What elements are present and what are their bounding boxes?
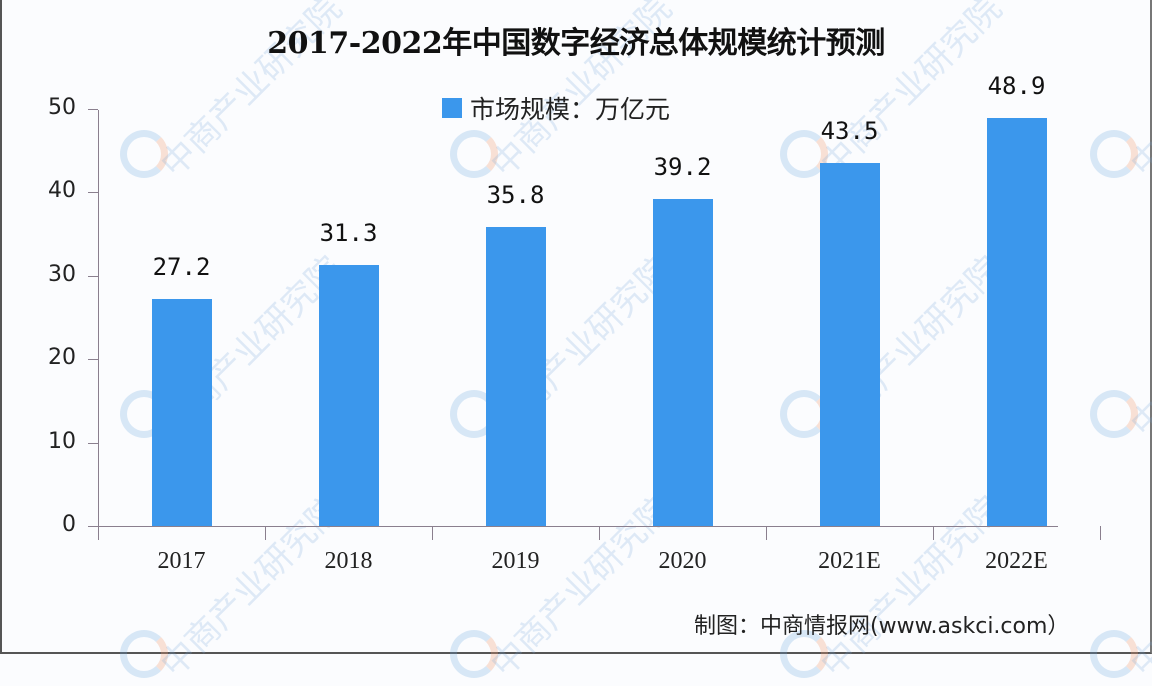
x-tick — [265, 526, 266, 540]
y-axis — [98, 110, 99, 540]
chart-title: 2017-2022年中国数字经济总体规模统计预测 — [267, 26, 885, 61]
y-tick-label: 20 — [48, 345, 76, 371]
legend-label: 市场规模：万亿元 — [470, 95, 671, 124]
source-note: 制图：中商情报网(www.askci.com） — [694, 614, 1070, 639]
x-tick — [98, 526, 99, 540]
bar-value-label: 31.3 — [319, 218, 378, 247]
bar-value-label: 48.9 — [987, 72, 1046, 101]
bar-2021E — [819, 163, 880, 526]
bar-2022E — [986, 118, 1047, 526]
chart-frame — [0, 0, 1152, 654]
y-tick — [88, 275, 98, 277]
x-tick-label: 2017 — [157, 548, 206, 574]
y-tick-label: 0 — [62, 512, 76, 537]
x-axis — [98, 526, 1058, 527]
y-tick — [88, 442, 98, 444]
x-tick-label: 2020 — [658, 548, 707, 574]
y-tick — [88, 526, 98, 527]
y-tick — [88, 109, 98, 110]
y-tick — [88, 359, 98, 361]
legend-swatch-icon — [442, 98, 462, 118]
x-tick-label: 2018 — [324, 548, 373, 574]
bar-value-label: 43.5 — [820, 117, 879, 146]
bar-value-label: 27.2 — [152, 253, 211, 282]
x-tick — [599, 526, 600, 540]
x-tick-label: 2022E — [985, 548, 1048, 574]
bar-2020 — [652, 199, 713, 526]
x-tick — [1100, 526, 1101, 540]
bar-value-label: 39.2 — [653, 153, 712, 182]
x-tick — [933, 526, 934, 540]
bar-value-label: 35.8 — [486, 181, 545, 210]
y-tick-label: 40 — [48, 178, 76, 204]
y-tick-label: 10 — [48, 428, 76, 454]
y-tick — [88, 192, 98, 194]
x-tick — [432, 526, 433, 540]
y-tick-label: 50 — [48, 95, 76, 120]
x-tick — [766, 526, 767, 540]
x-tick-label: 2019 — [491, 548, 540, 574]
legend: 市场规模：万亿元 — [442, 90, 670, 126]
bar-2018 — [318, 264, 379, 526]
y-tick-label: 30 — [48, 261, 76, 287]
x-tick-label: 2021E — [818, 548, 881, 574]
bar-2019 — [485, 227, 546, 526]
bar-2017 — [151, 299, 212, 526]
